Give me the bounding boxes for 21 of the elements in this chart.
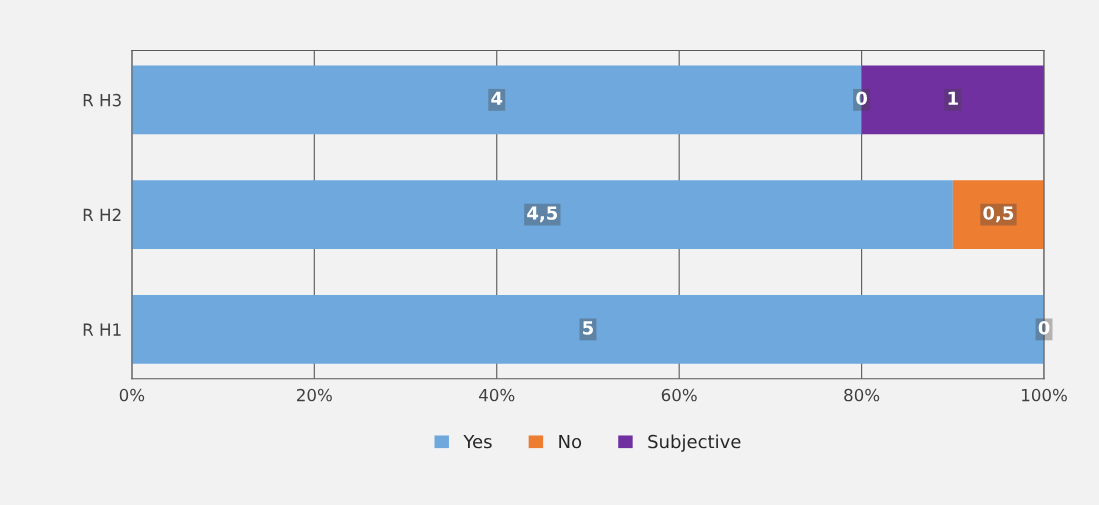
annotation: 0 xyxy=(856,91,868,106)
legend-label: Yes xyxy=(463,434,492,449)
legend-label: Subjective xyxy=(648,434,741,452)
annotation: 4,5 xyxy=(527,206,558,223)
y-tick-label: R H2 xyxy=(83,208,121,221)
x-tick-label: 60% xyxy=(661,388,697,402)
legend-label: No xyxy=(559,434,582,449)
x-tick-label: 20% xyxy=(297,388,332,402)
y-tick-label: R H1 xyxy=(83,323,121,336)
bar xyxy=(952,180,1045,250)
x-tick-label: 40% xyxy=(479,388,515,402)
annotation: 5 xyxy=(583,321,593,335)
y-tick-label: R H3 xyxy=(83,93,121,107)
annotation: 0,5 xyxy=(983,206,1014,223)
bar xyxy=(131,180,953,250)
annotation: 0 xyxy=(1038,320,1050,335)
annotation: 4 xyxy=(491,91,503,105)
x-tick-label: 80% xyxy=(844,388,880,402)
annotation: 1 xyxy=(948,91,958,105)
x-tick-label: 0% xyxy=(119,388,145,402)
x-tick-label: 100% xyxy=(1022,388,1067,402)
